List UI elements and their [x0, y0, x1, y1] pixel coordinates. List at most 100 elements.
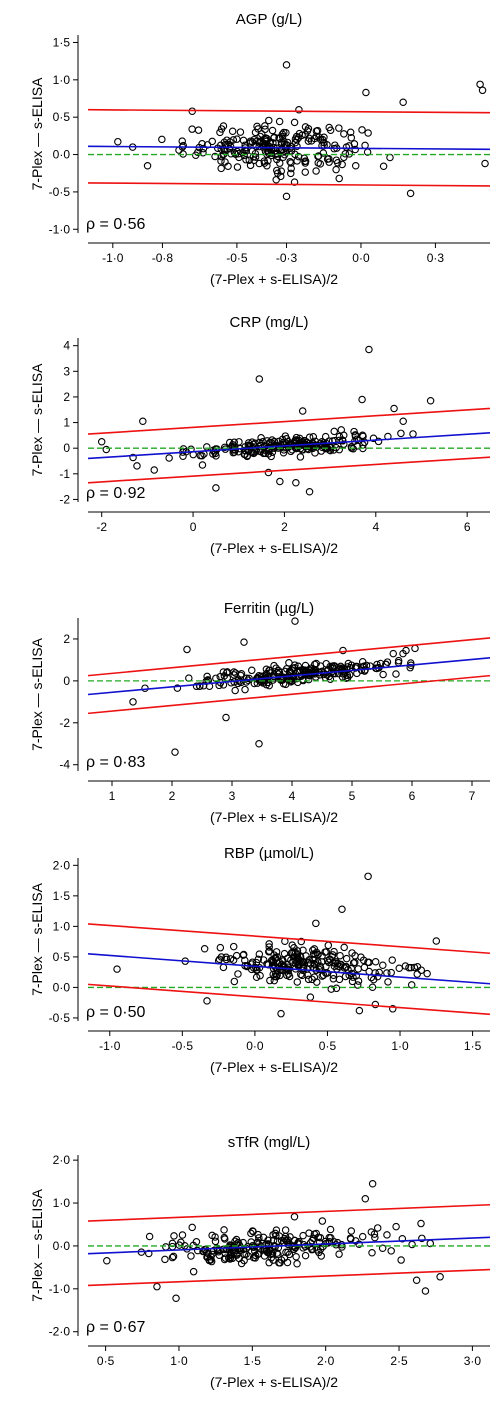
- y-tick-label: 1·0: [53, 73, 71, 87]
- data-point: [192, 682, 201, 691]
- y-tick-label: 0·0: [53, 980, 71, 994]
- data-point: [172, 1294, 180, 1303]
- data-point: [279, 153, 287, 162]
- plot-area: [87, 617, 491, 756]
- y-axis-label: 7-Plex — s-ELISA: [29, 363, 45, 476]
- data-point: [226, 955, 235, 963]
- data-point: [282, 128, 290, 137]
- data-point: [331, 669, 339, 678]
- data-point: [397, 429, 405, 438]
- data-point: [230, 148, 239, 157]
- y-tick-label: -2: [59, 716, 70, 730]
- data-point: [346, 128, 355, 136]
- data-point: [230, 671, 238, 679]
- y-axis-label: 7-Plex — s-ELISA: [29, 1188, 45, 1301]
- y-tick-label: 2·0: [53, 1153, 71, 1167]
- y-tick-label: 2·0: [53, 858, 71, 872]
- x-tick-label: 1: [109, 789, 116, 803]
- y-tick-label: 0·5: [53, 950, 71, 964]
- data-point: [150, 466, 158, 474]
- data-point: [407, 659, 415, 667]
- data-point: [281, 966, 289, 974]
- data-point: [255, 950, 264, 958]
- data-point: [200, 944, 209, 953]
- lower-limit-line: [87, 983, 491, 1016]
- data-point: [239, 136, 248, 145]
- data-point: [371, 958, 380, 966]
- data-point: [199, 144, 208, 153]
- x-tick-label: -1·0: [99, 1039, 121, 1053]
- x-tick-label: 2·0: [317, 1354, 335, 1368]
- correlation-label: ρ = 0·50: [86, 1004, 145, 1021]
- data-point: [389, 649, 398, 658]
- data-point: [339, 646, 347, 655]
- data-point: [250, 135, 258, 144]
- plot-area: [87, 872, 491, 1018]
- data-point: [222, 713, 230, 722]
- data-point: [302, 668, 310, 676]
- data-point: [481, 159, 489, 168]
- data-point: [332, 156, 341, 164]
- data-point: [351, 145, 359, 154]
- lower-limit-line: [87, 456, 491, 484]
- data-point: [295, 961, 303, 969]
- data-point: [265, 943, 273, 951]
- x-tick-label: -0·8: [152, 251, 174, 265]
- data-point: [358, 126, 366, 134]
- data-point: [322, 948, 331, 956]
- panel-3: Ferritin (µg/L) -4 -2 0 2 1 2 3 4 5 6 7 (7-Plex + s-…: [29, 600, 491, 825]
- data-point: [317, 1252, 325, 1260]
- data-point: [133, 462, 141, 470]
- data-point: [335, 445, 344, 454]
- data-point: [285, 659, 293, 667]
- data-point: [187, 1252, 195, 1260]
- data-point: [358, 1232, 367, 1241]
- data-point: [277, 1236, 286, 1245]
- data-point: [299, 946, 307, 955]
- data-point: [293, 978, 302, 986]
- panel-title: CRP (mg/L): [230, 314, 309, 331]
- data-point: [260, 442, 269, 450]
- data-point: [361, 1194, 370, 1203]
- data-point: [273, 971, 281, 979]
- data-point: [350, 427, 358, 436]
- x-tick-label: 1·0: [170, 1354, 188, 1368]
- data-point: [329, 975, 338, 983]
- data-point: [347, 134, 356, 142]
- data-point: [332, 958, 340, 966]
- data-point: [220, 1226, 228, 1234]
- data-point: [301, 168, 310, 176]
- data-point: [423, 969, 431, 978]
- data-point: [312, 167, 320, 175]
- x-tick-label: 2: [281, 520, 288, 534]
- data-point: [408, 1240, 416, 1249]
- data-point: [171, 748, 179, 756]
- data-point: [412, 1276, 421, 1284]
- panel-5: sTfR (mgl/L) -2·0 -1·0 0·0 1·0 2·0 0·5 1·0 1·5 2·…: [29, 1134, 491, 1390]
- data-point: [294, 133, 303, 142]
- data-point: [212, 484, 220, 492]
- panel-title: Ferritin (µg/L): [224, 600, 314, 617]
- data-point: [401, 962, 410, 970]
- data-point: [390, 404, 398, 413]
- data-point: [326, 126, 335, 134]
- x-axis-label: (7-Plex + s-ELISA)/2: [210, 1374, 338, 1390]
- data-point: [265, 1258, 273, 1267]
- data-point: [273, 169, 282, 177]
- data-point: [139, 417, 147, 426]
- data-point: [351, 431, 360, 439]
- x-tick-label: 3·0: [464, 1354, 482, 1368]
- y-tick-label: 0·0: [53, 148, 71, 162]
- data-point: [330, 427, 338, 436]
- data-point: [355, 1006, 364, 1015]
- data-point: [169, 1252, 178, 1261]
- data-point: [265, 116, 273, 125]
- data-point: [332, 165, 340, 174]
- data-point: [228, 127, 237, 136]
- data-point: [231, 686, 239, 695]
- upper-limit-line: [87, 1203, 491, 1222]
- lower-limit-line: [87, 1268, 491, 1287]
- data-point: [129, 698, 137, 706]
- data-point: [195, 682, 204, 690]
- data-point: [250, 449, 258, 458]
